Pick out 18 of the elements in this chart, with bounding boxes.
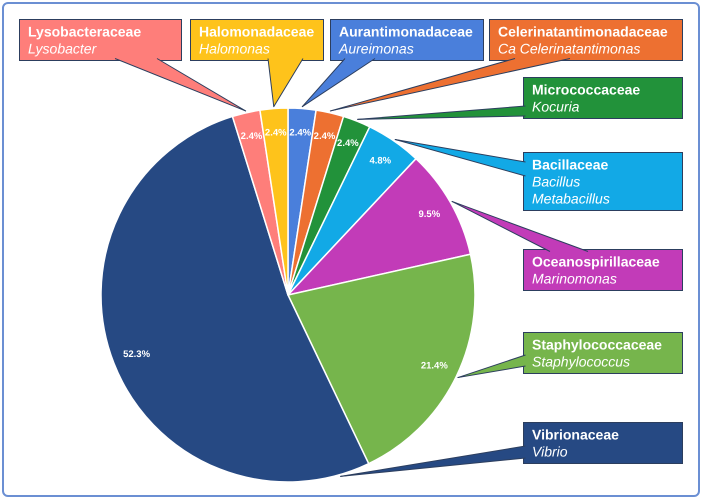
data-label: 2.4% [314,130,336,142]
slice-label: Oceanospirillaceae Marinomonas [532,254,660,286]
slice-label: Lysobacteraceae Lysobacter [28,24,142,56]
slice-label: Aurantimonadaceae Aureimonas [338,24,474,56]
data-label: 2.4% [337,138,360,150]
slice-label: Halomonadaceae Halomonas [199,24,314,56]
data-label: 52.3% [123,348,151,360]
data-label: 2.4% [240,130,263,142]
slice-label: Vibrionaceae Vibrio [532,426,620,460]
data-label: 9.5% [418,208,441,220]
slice-label: Staphylococcaceae Staphylococcus [532,336,662,370]
data-label: 2.4% [264,127,288,138]
slice-label: Micrococcaceae Kocuria [532,82,640,114]
data-label: 21.4% [420,360,448,372]
slice-label: Celerinatantimonadaceae Ca Celerinatantimonas [498,24,668,56]
data-label: 2.4% [289,127,312,138]
data-label: 4.8% [369,156,392,167]
slice-label: Bacillaceae Bacillus Metabacillus [532,156,610,206]
